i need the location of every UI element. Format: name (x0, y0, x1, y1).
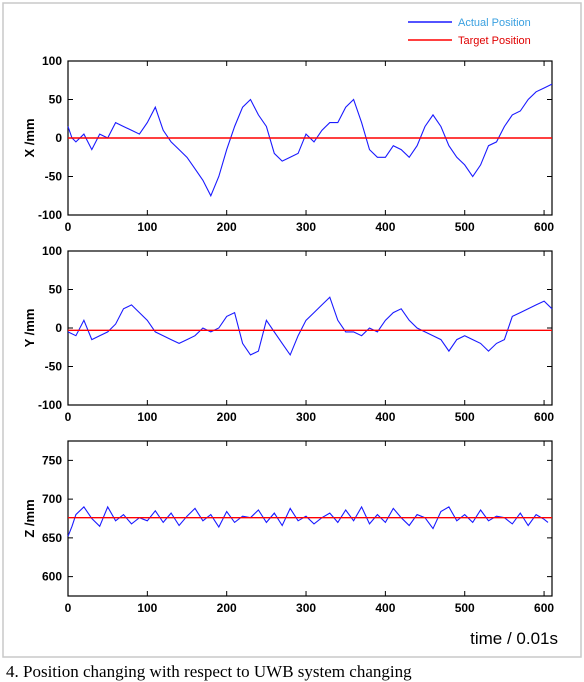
series-actual-position (67, 296, 553, 357)
y-tick-label: 700 (42, 492, 62, 506)
x-tick-label: 300 (296, 601, 316, 615)
x-tick-label: 200 (217, 410, 237, 424)
panel-2: -100 -50 0 50 100 0 100 200 300 400 500 600 Y /mm (22, 244, 554, 424)
x-tick-label: 600 (534, 220, 554, 234)
y-tick-label: 50 (49, 93, 63, 107)
y-tick-label: -50 (45, 170, 63, 184)
y-tick-label: -100 (38, 398, 62, 412)
x-tick-label: 500 (455, 410, 475, 424)
panel-3: 600 650 700 750 0 100 200 300 400 500 600 Z /mm (22, 440, 554, 615)
x-tick-label: 600 (534, 410, 554, 424)
x-tick-label: 0 (65, 601, 72, 615)
x-tick-label: 400 (375, 601, 395, 615)
x-tick-label: 300 (296, 410, 316, 424)
y-tick-label: 100 (42, 54, 62, 68)
x-tick-label: 100 (137, 220, 157, 234)
x-tick-label: 0 (65, 410, 72, 424)
legend-label-actual: Actual Position (458, 17, 531, 29)
y-tick-label: 100 (42, 244, 62, 258)
panel-1: -100 -50 0 50 100 0 100 200 300 400 500 600 X /mm (22, 54, 554, 234)
x-axis-label: time / 0.01s (470, 629, 558, 648)
x-tick-label: 400 (375, 410, 395, 424)
x-tick-label: 200 (217, 220, 237, 234)
figure-caption: 4. Position changing with respect to UWB… (6, 662, 412, 681)
y-axis-label: X /mm (22, 118, 37, 157)
y-tick-label: 600 (42, 570, 62, 584)
x-tick-label: 400 (375, 220, 395, 234)
y-tick-label: 50 (49, 283, 63, 297)
x-tick-label: 500 (455, 220, 475, 234)
x-tick-label: 200 (217, 601, 237, 615)
legend-label-target: Target Position (458, 35, 531, 47)
series-actual-position (67, 83, 553, 198)
y-tick-label: 0 (55, 321, 62, 335)
x-tick-label: 0 (65, 220, 72, 234)
y-tick-label: 650 (42, 531, 62, 545)
legend: Actual Position Target Position (408, 17, 531, 47)
y-tick-label: 0 (55, 131, 62, 145)
y-tick-label: -50 (45, 360, 63, 374)
y-tick-label: -100 (38, 208, 62, 222)
y-axis-label: Z /mm (22, 499, 37, 537)
plot-area (67, 250, 553, 406)
x-tick-label: 500 (455, 601, 475, 615)
y-tick-label: 750 (42, 453, 62, 467)
x-tick-label: 600 (534, 601, 554, 615)
y-axis-label: Y /mm (22, 309, 37, 348)
x-tick-label: 100 (137, 601, 157, 615)
x-tick-label: 100 (137, 410, 157, 424)
x-tick-label: 300 (296, 220, 316, 234)
series-actual-position (67, 505, 549, 537)
